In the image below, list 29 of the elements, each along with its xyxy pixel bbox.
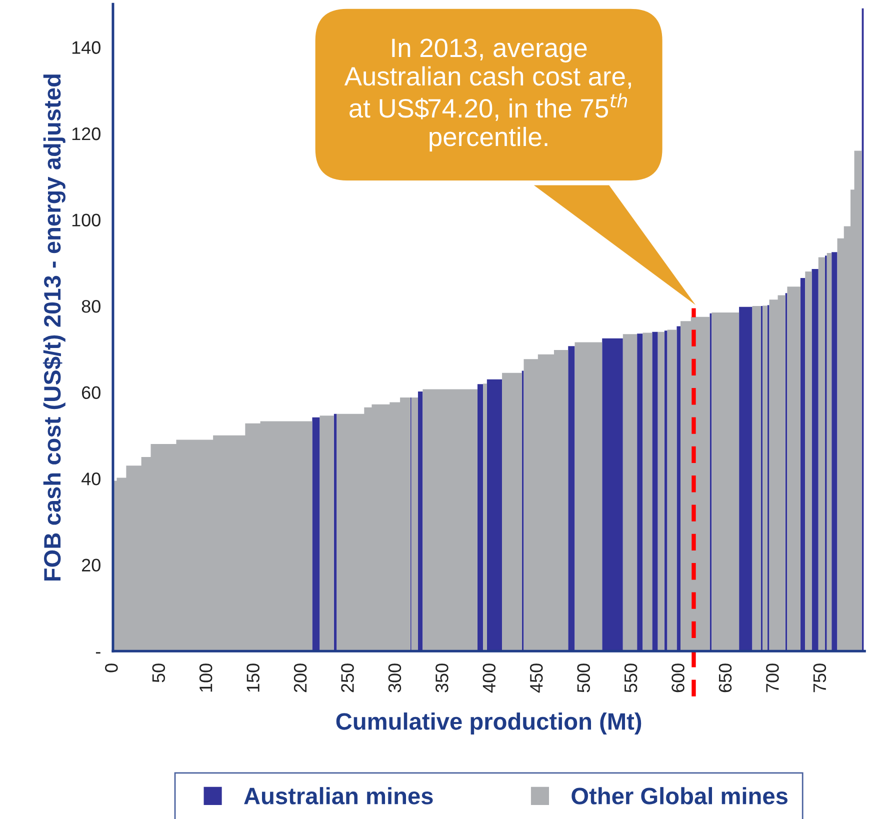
y-tick-label: - <box>96 652 100 654</box>
x-tick-label: 150 <box>246 664 260 692</box>
y-tick-label: 80 <box>82 300 100 313</box>
x-tick-label: 50 <box>152 664 166 682</box>
x-tick-label: 0 <box>105 664 118 672</box>
x-tick-label: 750 <box>813 664 826 692</box>
x-axis-title: Cumulative production (Mt) <box>336 712 642 734</box>
legend-label: Australian mines <box>244 787 433 804</box>
x-tick-label: 500 <box>577 664 590 692</box>
y-tick-label: 60 <box>82 386 100 400</box>
y-tick-label: 140 <box>72 41 100 54</box>
x-tick-label: 250 <box>341 664 354 692</box>
x-tick-label: 700 <box>766 664 779 692</box>
y-tick-label: 100 <box>72 214 100 226</box>
x-tick-label: 450 <box>530 664 543 693</box>
legend-label: Other Global mines <box>572 787 788 804</box>
y-tick-label: 120 <box>72 127 100 140</box>
x-tick-label: 350 <box>436 664 448 692</box>
x-tick-label: 100 <box>199 664 212 692</box>
x-tick-label: 600 <box>672 664 684 692</box>
x-tick-label: 400 <box>482 664 496 693</box>
x-tick-label: 550 <box>624 664 638 692</box>
x-tick-label: 300 <box>388 664 402 692</box>
text: In 2013, average Australian cash cost are, at US$74.20, in the 75$^{th}$ percentile. <box>344 38 631 152</box>
x-tick-label: 200 <box>294 664 307 692</box>
y-tick-label: 40 <box>82 472 100 486</box>
y-tick-label: 20 <box>82 558 100 572</box>
y-axis-title: FOB cash cost (US$/t) 2013 - energy adjusted <box>42 74 66 581</box>
x-tick-label: 650 <box>718 664 732 692</box>
